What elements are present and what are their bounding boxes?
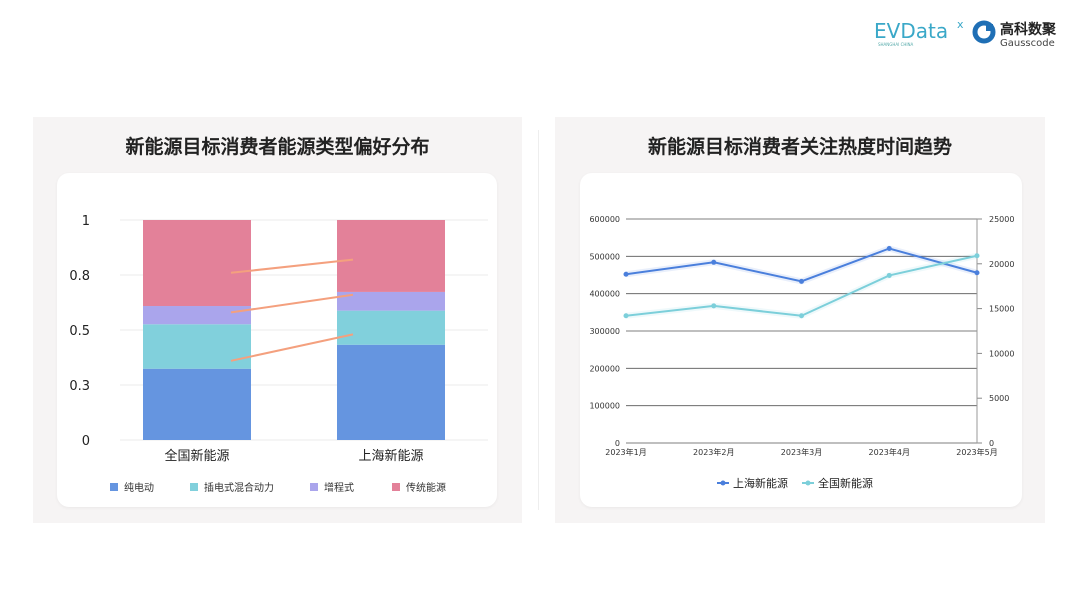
svg-text:Gausscode: Gausscode <box>1000 38 1055 48</box>
data-point <box>974 253 980 259</box>
bar-segment <box>337 220 445 292</box>
bar-segment <box>143 324 251 369</box>
legend-label: 传统能源 <box>406 481 446 494</box>
y-right-tick-label: 0 <box>989 439 994 448</box>
bar-segment <box>143 306 251 325</box>
data-point <box>799 278 804 284</box>
y-right-tick-label: 5000 <box>989 394 1009 403</box>
evdata-logo: EVData x SHANGHAI CHINA <box>874 18 966 52</box>
data-point <box>799 313 804 319</box>
connector-line <box>230 333 354 362</box>
divider <box>538 130 539 510</box>
bar-segment <box>143 368 251 440</box>
bar-segment <box>143 220 251 307</box>
x-tick-label: 2023年4月 <box>869 447 910 457</box>
y-tick-label: 0.8 <box>69 269 90 284</box>
y-left-tick-label: 100000 <box>589 402 620 411</box>
evdata-logo-text: EVData <box>874 19 948 43</box>
left-chart-title: 新能源目标消费者能源类型偏好分布 <box>125 136 430 158</box>
y-tick-label: 0.3 <box>69 379 90 394</box>
x-tick-label: 2023年3月 <box>781 447 822 457</box>
right-chart-title: 新能源目标消费者关注热度时间趋势 <box>647 136 952 158</box>
legend-marker <box>720 480 726 486</box>
x-tick-label: 2023年5月 <box>956 447 997 457</box>
x-tick-label: 上海新能源 <box>358 448 423 464</box>
svg-text:高科数聚: 高科数聚 <box>1000 21 1057 38</box>
x-tick-label: 2023年2月 <box>693 447 734 457</box>
legend-swatch <box>392 483 400 491</box>
legend-swatch <box>310 483 318 491</box>
data-point <box>711 303 717 309</box>
legend-label: 上海新能源 <box>733 476 788 490</box>
legend-label: 插电式混合动力 <box>204 481 274 494</box>
legend-swatch <box>110 483 118 491</box>
legend-marker <box>805 480 811 486</box>
connector-line <box>230 258 354 274</box>
y-right-tick-label: 25000 <box>989 215 1014 224</box>
y-tick-label: 0.5 <box>69 324 90 339</box>
y-left-tick-label: 300000 <box>589 327 620 336</box>
data-point <box>711 259 717 265</box>
bar-segment <box>337 310 445 345</box>
connector-line <box>230 293 354 314</box>
y-right-tick-label: 10000 <box>989 349 1014 358</box>
legend-label: 全国新能源 <box>818 476 873 490</box>
data-point <box>623 313 629 319</box>
data-point <box>886 245 892 251</box>
data-point <box>886 272 892 278</box>
svg-text:x: x <box>957 18 964 31</box>
y-left-tick-label: 200000 <box>589 364 620 373</box>
y-right-tick-label: 15000 <box>989 305 1014 314</box>
data-point <box>623 271 629 277</box>
svg-text:SHANGHAI CHINA: SHANGHAI CHINA <box>878 42 914 47</box>
gausscode-logo: 高科数聚 Gausscode <box>972 18 1072 52</box>
x-tick-label: 2023年1月 <box>605 447 646 457</box>
y-left-tick-label: 500000 <box>589 252 620 261</box>
legend-label: 纯电动 <box>124 481 154 494</box>
right-chart-card <box>580 173 1022 507</box>
y-tick-label: 0 <box>82 434 90 449</box>
bar-segment <box>337 344 445 440</box>
x-tick-label: 全国新能源 <box>164 448 229 464</box>
y-left-tick-label: 400000 <box>589 290 620 299</box>
bar-segment <box>337 291 445 311</box>
y-left-tick-label: 600000 <box>589 215 620 224</box>
legend-swatch <box>190 483 198 491</box>
y-tick-label: 1 <box>82 214 90 229</box>
legend-label: 增程式 <box>324 481 354 494</box>
y-left-tick-label: 0 <box>615 439 620 448</box>
y-right-tick-label: 20000 <box>989 260 1014 269</box>
data-point <box>974 270 980 276</box>
